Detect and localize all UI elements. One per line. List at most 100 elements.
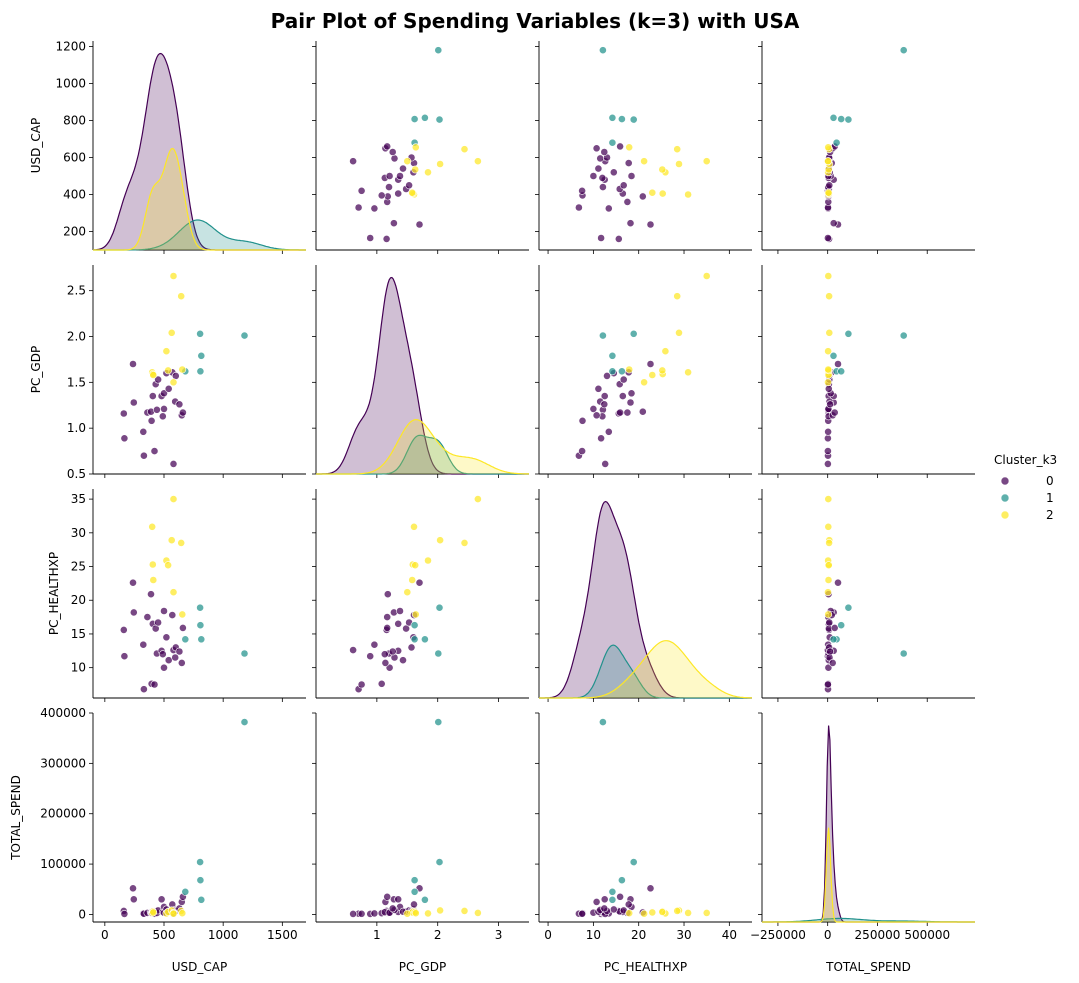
y-tick-label: 30 [71, 526, 86, 540]
data-point-cluster-1 [599, 718, 607, 726]
subplot-pc_healthxp-vs-pc_healthxp [535, 489, 752, 702]
data-point-cluster-0 [589, 172, 598, 180]
legend-title: Cluster_k3 [994, 453, 1057, 467]
data-point-cluster-1 [434, 46, 443, 55]
data-point-cluster-2 [436, 160, 444, 168]
data-point-cluster-0 [600, 400, 609, 409]
y-tick-label: 25 [71, 560, 86, 574]
data-point-cluster-1 [837, 367, 846, 376]
data-point-cluster-0 [626, 219, 635, 228]
data-point-cluster-2 [177, 539, 186, 547]
y-tick-label: 1.5 [67, 375, 86, 389]
data-point-cluster-0 [349, 157, 357, 166]
y-tick-label: 15 [71, 627, 86, 641]
data-point-cluster-0 [139, 451, 148, 460]
chart-title: Pair Plot of Spending Variables (k=3) wi… [271, 9, 800, 33]
data-point-cluster-0 [160, 389, 168, 398]
data-point-cluster-2 [169, 588, 178, 597]
data-point-cluster-0 [616, 142, 624, 151]
data-point-cluster-0 [178, 408, 187, 417]
data-point-cluster-0 [578, 447, 586, 455]
data-point-cluster-1 [196, 367, 205, 376]
data-point-cluster-1 [608, 895, 617, 904]
data-point-cluster-0 [160, 663, 168, 672]
subplot-pc_gdp-vs-total_spend [758, 265, 975, 478]
data-point-cluster-0 [120, 434, 129, 443]
data-point-cluster-2 [702, 272, 711, 280]
data-point-cluster-0 [578, 416, 587, 425]
data-point-cluster-2 [648, 908, 657, 917]
y-tick-label: 200000 [40, 807, 86, 821]
y-tick-label: 0.5 [67, 467, 86, 481]
data-point-cluster-0 [627, 172, 636, 180]
data-point-cluster-0 [169, 459, 178, 468]
y-axis-label: USD_CAP [29, 118, 43, 173]
kde-fill-cluster-0 [93, 53, 306, 250]
data-point-cluster-0 [147, 416, 156, 425]
data-point-cluster-0 [158, 650, 167, 659]
data-point-cluster-2 [411, 143, 420, 152]
data-point-cluster-0 [600, 904, 609, 913]
data-point-cluster-0 [129, 895, 138, 904]
subplot-total_spend-vs-usd_cap: 0 500 1000 1500 0 100000 200000 300000 400000 USD… [9, 706, 306, 974]
data-point-cluster-2 [167, 328, 176, 337]
data-point-cluster-2 [648, 188, 657, 197]
x-tick-label: 3 [495, 928, 503, 942]
data-point-cluster-0 [824, 459, 832, 468]
data-point-cluster-1 [196, 876, 205, 885]
data-point-cluster-0 [646, 884, 655, 893]
data-point-cluster-0 [366, 234, 375, 242]
data-point-cluster-2 [675, 328, 683, 337]
data-point-cluster-0 [592, 898, 601, 906]
y-axis-label: PC_HEALTHXP [47, 552, 61, 635]
data-point-cluster-2 [625, 909, 634, 918]
y-axis-label: TOTAL_SPEND [9, 775, 23, 861]
data-point-cluster-0 [824, 663, 833, 672]
data-point-cluster-2 [408, 188, 417, 197]
data-point-cluster-0 [370, 909, 379, 918]
data-point-cluster-0 [834, 578, 842, 587]
data-point-cluster-2 [640, 909, 648, 918]
data-point-cluster-0 [623, 197, 632, 206]
data-point-cluster-0 [139, 427, 148, 436]
data-point-cluster-2 [640, 378, 648, 387]
data-point-cluster-1 [608, 367, 617, 376]
subplot-usd_cap-vs-usd_cap: 200 400 600 800 1000 1200 USD_CAP [29, 40, 306, 254]
x-axis-label: USD_CAP [172, 960, 227, 974]
data-point-cluster-0 [396, 607, 404, 615]
data-point-cluster-0 [139, 685, 148, 694]
data-point-cluster-2 [169, 378, 178, 387]
data-point-cluster-0 [382, 234, 391, 243]
data-point-cluster-2 [424, 909, 432, 918]
data-point-cluster-0 [834, 360, 842, 368]
data-point-cluster-0 [388, 647, 397, 656]
data-point-cluster-0 [129, 884, 137, 893]
data-point-cluster-0 [157, 895, 166, 904]
x-tick-label: 2 [434, 928, 442, 942]
data-point-cluster-2 [625, 143, 634, 152]
data-point-cluster-2 [658, 189, 667, 198]
data-point-cluster-0 [119, 626, 128, 634]
data-point-cluster-0 [164, 656, 173, 665]
data-point-cluster-2 [684, 190, 692, 199]
data-point-cluster-0 [383, 892, 392, 901]
data-point-cluster-2 [178, 365, 187, 374]
data-point-cluster-0 [370, 640, 379, 649]
data-point-cluster-2 [403, 588, 412, 597]
data-point-cluster-1 [196, 858, 204, 866]
data-point-cluster-2 [824, 588, 832, 597]
kde-fill-cluster-0 [539, 501, 752, 698]
kde-fill-cluster-2 [93, 148, 306, 250]
y-tick-label: 200 [63, 225, 86, 239]
data-point-cluster-0 [624, 900, 633, 909]
x-tick-label: 0 [101, 928, 109, 942]
subplot-usd_cap-vs-pc_healthxp [535, 41, 752, 254]
data-point-cluster-1 [434, 649, 443, 658]
data-point-cluster-0 [824, 234, 832, 242]
data-point-cluster-1 [832, 138, 841, 147]
data-point-cluster-2 [824, 522, 833, 531]
data-point-cluster-2 [177, 292, 186, 301]
data-point-cluster-2 [178, 610, 187, 619]
x-tick-label: 1 [373, 928, 381, 942]
data-point-cluster-0 [377, 679, 386, 688]
